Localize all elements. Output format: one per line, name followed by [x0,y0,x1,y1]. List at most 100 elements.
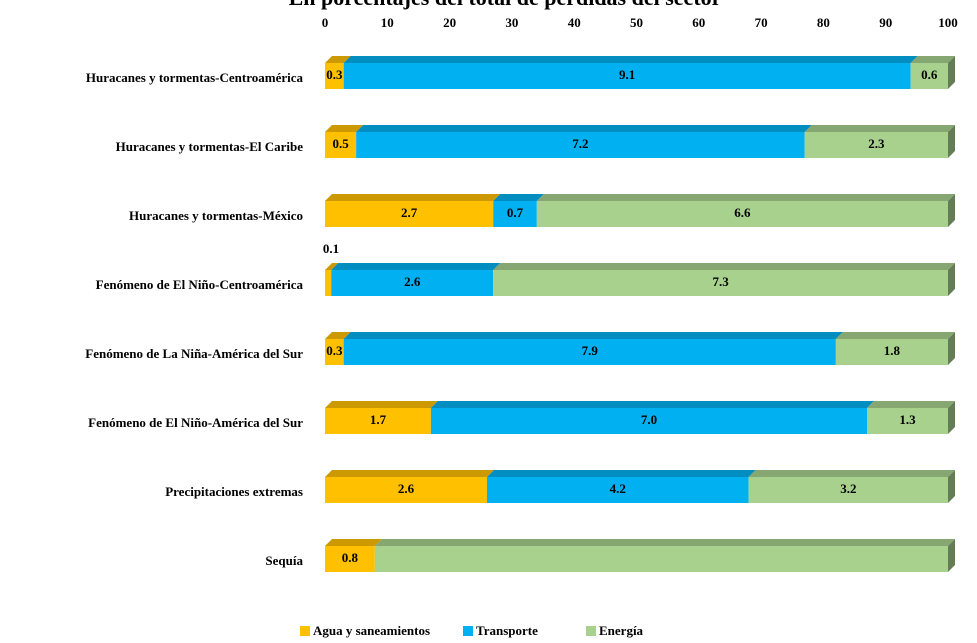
x-tick-label: 30 [505,15,518,30]
legend-label: Energía [599,623,644,638]
y-tick-label: Fenómeno de El Niño-América del Sur [88,415,303,430]
x-tick-label: 10 [381,15,394,30]
legend-swatch [300,626,310,636]
bar-top [804,125,955,132]
x-tick-label: 0 [322,15,329,30]
legend-swatch [463,626,473,636]
data-label: 7.9 [582,343,599,358]
data-label: 7.0 [641,412,657,427]
y-tick-label: Huracanes y tormentas-El Caribe [116,139,304,154]
bar-top [325,539,382,546]
bar-side [948,401,955,434]
bar-top [325,263,339,270]
bar [835,339,948,365]
bar-top [343,332,843,339]
bar-top [325,470,494,477]
bar-top [493,194,544,201]
bar [325,201,494,227]
bar-top [325,332,351,339]
y-tick-label: Precipitaciones extremas [165,484,303,499]
bar-side [948,56,955,89]
data-label: 0.8 [342,550,359,565]
bar [325,132,357,158]
bar-side [948,539,955,572]
bar-top [374,539,956,546]
legend-label: Transporte [476,623,538,638]
data-label: 1.3 [899,412,916,427]
y-tick-label: Sequía [265,553,303,568]
x-tick-label: 70 [755,15,768,30]
bar-top [325,56,351,63]
y-tick-label: Huracanes y tormentas-Centroamérica [86,70,304,85]
bar-side [948,332,955,365]
data-label: 2.6 [398,481,415,496]
bar [331,270,494,296]
bar-top [356,125,812,132]
bar [486,477,749,503]
bar [325,546,375,572]
data-label: 0.6 [921,67,938,82]
data-label: 0.3 [326,67,343,82]
data-label: 9.1 [619,67,635,82]
y-tick-label: Fenómeno de El Niño-Centroamérica [96,277,304,292]
legend-label: Agua y saneamientos [313,623,430,638]
data-label: 1.7 [370,412,387,427]
bar-top [325,125,364,132]
data-label: 0.5 [332,136,349,151]
data-label: 1.8 [884,343,901,358]
bar-top [748,470,955,477]
bar [356,132,805,158]
bar [867,408,948,434]
data-label: 6.6 [734,205,751,220]
bar-top [430,401,875,408]
bar-top [331,263,501,270]
data-label: 0.3 [326,343,343,358]
data-label: 4.2 [610,481,626,496]
bar-top [325,194,501,201]
bar-top [493,263,955,270]
x-tick-label: 100 [938,15,958,30]
bar [536,201,948,227]
bar [325,270,332,296]
bar [325,63,344,89]
bar-side [948,194,955,227]
data-label: 0.7 [507,205,524,220]
x-tick-label: 60 [692,15,705,30]
bar-top [910,56,955,63]
bar-top [343,56,918,63]
chart-title: En porcentajes del total de pérdidas del… [289,0,722,10]
bar [343,339,836,365]
bar-top [835,332,955,339]
bar [343,63,911,89]
x-tick-label: 20 [443,15,456,30]
bar [493,201,537,227]
bar [804,132,948,158]
bar-top [486,470,756,477]
x-tick-label: 80 [817,15,830,30]
bar-side [948,470,955,503]
data-label: 7.2 [572,136,588,151]
bar [325,477,487,503]
data-label: 3.2 [840,481,856,496]
bar-top [867,401,955,408]
bar-top [536,194,955,201]
data-label: 2.3 [868,136,885,151]
x-tick-label: 40 [568,15,581,30]
legend-swatch [586,626,596,636]
y-tick-label: Huracanes y tormentas-México [129,208,303,223]
data-label: 2.6 [404,274,421,289]
y-tick-label: Fenómeno de La Niña-América del Sur [85,346,303,361]
bar-top [325,401,438,408]
bar [430,408,868,434]
x-tick-label: 90 [879,15,892,30]
bar [325,408,431,434]
data-label: 2.7 [401,205,418,220]
bar [748,477,948,503]
bar-side [948,125,955,158]
bar [493,270,948,296]
x-tick-label: 50 [630,15,643,30]
data-label: 0.1 [323,241,339,256]
bar [374,546,949,572]
bar-side [948,263,955,296]
